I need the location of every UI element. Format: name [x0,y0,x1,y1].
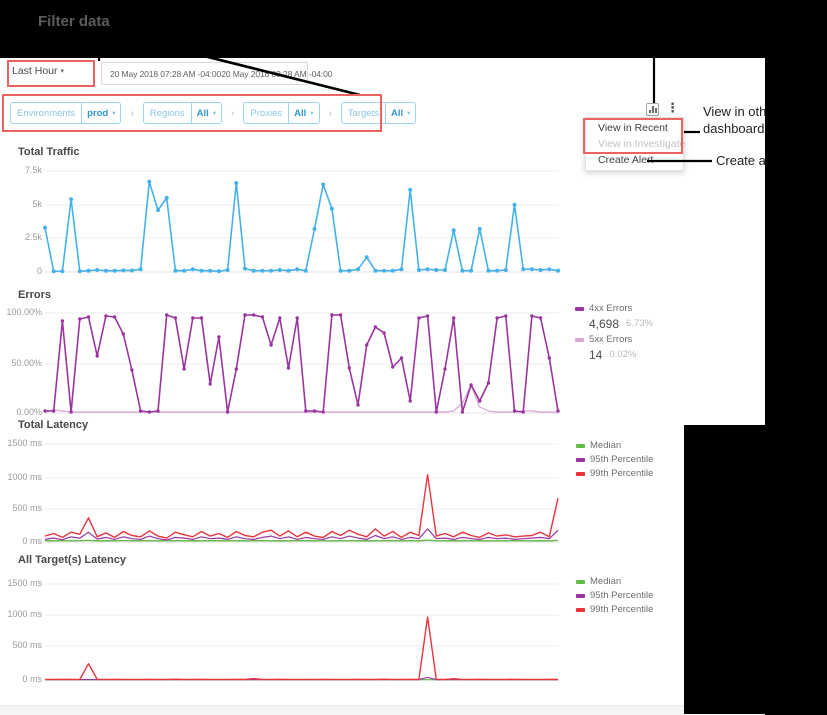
filter-targets[interactable]: Targets All ▾ [340,102,417,124]
y-tick: 500 ms [12,640,42,650]
legend-swatch-4xx [575,306,584,311]
y-tick: 50.00% [11,358,42,368]
chart-title-total-latency: Total Latency [18,419,89,431]
y-tick: 5k [32,199,42,209]
legend-label-4xx: 4xx Errors [589,303,633,314]
black-mask-top [0,0,827,58]
chart-title-errors: Errors [18,289,52,301]
black-mask-bottom-right [684,425,827,714]
menu-item-create-alert[interactable]: Create Alert [598,154,654,166]
legend-label-median: Median [590,576,622,587]
y-tick: 0.00% [16,407,42,417]
pct-4xx: 6.73% [626,318,653,329]
chart-title-all-targets-latency: All Target(s) Latency [18,554,126,566]
filter-proxies[interactable]: Proxies All ▾ [243,102,320,124]
legend-label-95th: 95th Percentile [590,454,654,465]
y-tick: 500 ms [12,503,42,513]
legend-label-99th: 99th Percentile [590,604,654,615]
errors-chart [43,312,560,414]
bar-chart-icon[interactable] [646,103,659,116]
legend-label-median: Median [590,440,622,451]
y-tick: 1000 ms [7,609,42,619]
total-latency-chart [44,443,559,543]
note-view-in-other-line2: dashboard [703,121,765,136]
filter-targets-value[interactable]: All ▾ [385,103,415,123]
context-menu: View in Recent View in Investigate Creat… [585,117,686,171]
filter-regions-value[interactable]: All ▾ [190,103,221,123]
y-tick: 0 ms [22,674,42,684]
legend-swatch-95th [576,457,585,462]
all-targets-latency-legend: Median 95th Percentile 99th Percentile [576,575,653,617]
legend-swatch-median [576,443,585,448]
filter-proxies-label: Proxies [250,107,283,119]
menu-item-view-in-recent[interactable]: View in Recent [598,122,668,134]
footer-bar [0,705,765,715]
chevron-down-icon: ▾ [212,110,217,117]
legend-label-5xx: 5xx Errors [589,334,633,345]
legend-swatch-median [576,579,585,584]
total-traffic-chart [43,170,560,274]
chevron-down-icon: ▾ [407,110,411,117]
filter-environments-value[interactable]: prod ▾ [81,103,120,123]
chevron-down-icon: ▾ [112,110,116,117]
y-tick: 2.5k [24,232,42,242]
y-tick: 100.00% [6,307,42,317]
filter-separator: › [130,107,134,119]
value-5xx: 14 [589,347,603,362]
filter-proxies-value[interactable]: All ▾ [288,103,318,123]
legend-swatch-99th [576,607,585,612]
date-end: 20 May 2018 08:28 AM -04:00 [221,68,333,79]
legend-label-95th: 95th Percentile [590,590,654,601]
note-filter-data: Filter data [38,13,110,30]
menu-item-view-in-investigate: View in Investigate [598,138,686,150]
time-range-dropdown[interactable]: Last Hour ▾ [12,65,65,77]
chart-title-total-traffic: Total Traffic [18,146,80,158]
date-start: 20 May 2018 07:28 AM -04:00 [110,68,222,79]
filter-regions[interactable]: Regions All ▾ [142,102,223,124]
filter-regions-label: Regions [149,107,185,119]
filter-environments-label: Environments [17,107,76,119]
filter-environments[interactable]: Environments prod ▾ [10,102,122,124]
black-mask-right [765,58,827,426]
note-create-alert: Create a [716,153,766,168]
filter-bar: Environments prod ▾ › Regions All ▾ › Prox… [10,102,417,124]
total-latency-legend: Median 95th Percentile 99th Percentile [576,439,653,481]
y-tick: 0 ms [22,536,42,546]
y-tick: 1500 ms [7,578,42,588]
y-tick: 7.5k [24,165,42,175]
note-view-in-other-line1: View in oth [703,104,767,119]
all-targets-latency-chart [45,583,559,681]
errors-legend: 4xx Errors 4,698 6.73% 5xx Errors 14 0.02% [575,302,653,364]
y-tick: 1500 ms [7,438,42,448]
value-4xx: 4,698 [589,316,620,331]
pct-5xx: 0.02% [609,349,637,360]
date-range-box[interactable]: 20 May 2018 07:28 AM -04:00 20 May 2018 … [101,62,332,85]
filter-targets-label: Targets [347,107,380,119]
legend-label-99th: 99th Percentile [590,468,654,479]
legend-swatch-99th [576,471,585,476]
chevron-down-icon: ▾ [310,110,314,117]
chevron-down-icon: ▾ [60,68,65,75]
filter-separator: › [328,107,332,119]
y-tick: 0 [36,266,42,276]
kebab-menu-icon[interactable]: ⋮ [666,100,679,115]
legend-swatch-5xx [575,337,584,342]
filter-separator: › [231,107,235,119]
legend-swatch-95th [576,593,585,598]
y-tick: 1000 ms [7,472,42,482]
